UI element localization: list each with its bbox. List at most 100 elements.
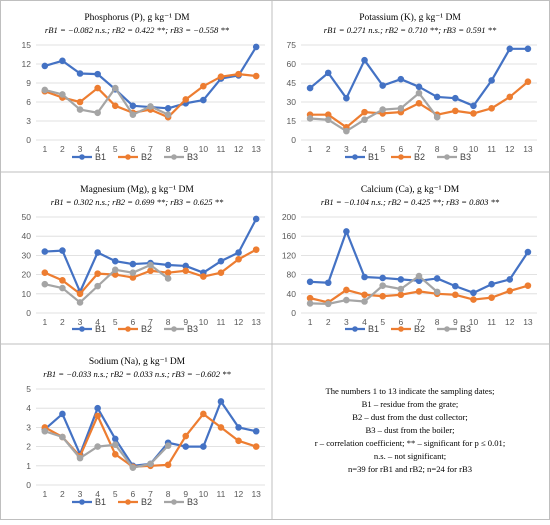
series-line-b1-potassium <box>309 47 528 107</box>
y-tick-label-potassium: 45 <box>287 78 297 88</box>
data-point-b1-calcium <box>433 275 441 282</box>
data-point-b1-calcium <box>379 274 386 282</box>
data-point-b2-sodium <box>200 410 207 418</box>
data-point-b2-calcium <box>306 294 314 302</box>
data-point-b1-calcium <box>397 276 405 283</box>
data-point-b2-magnesium <box>147 267 154 275</box>
x-tick-label-phosphorus: 3 <box>78 144 83 154</box>
data-point-b3-phosphorus <box>129 111 137 118</box>
data-point-b1-calcium <box>524 248 532 256</box>
correlation-potassium: rB1 = 0.271 n.s.; rB2 = 0.710 **; rB3 = … <box>324 25 497 35</box>
data-point-b1-potassium <box>524 45 532 53</box>
y-tick-label-sodium: 2 <box>26 442 31 452</box>
data-point-b1-sodium <box>111 435 119 443</box>
series-line-b1-phosphorus <box>44 46 258 110</box>
data-point-b1-phosphorus <box>59 57 66 65</box>
x-tick-label-sodium: 8 <box>166 489 171 499</box>
chart-title-potassium: Potassium (K), g kg⁻¹ DM <box>359 12 461 23</box>
x-tick-label-magnesium: 5 <box>113 317 118 327</box>
data-point-b3-phosphorus <box>147 103 154 110</box>
data-point-b3-magnesium <box>129 269 137 276</box>
note-sample-size: n=39 for rB1 and rB2; n=24 for rB3 <box>348 464 472 474</box>
data-point-b3-sodium <box>164 442 172 449</box>
data-point-b2-phosphorus <box>94 84 101 92</box>
x-tick-label-phosphorus: 12 <box>234 144 244 154</box>
data-point-b1-potassium <box>397 75 405 83</box>
x-tick-label-phosphorus: 13 <box>251 144 261 154</box>
y-tick-label-phosphorus: 3 <box>26 116 31 126</box>
data-point-b2-sodium <box>182 432 190 440</box>
data-point-b1-sodium <box>94 404 101 412</box>
data-point-b3-potassium <box>361 116 368 124</box>
data-point-b1-calcium <box>343 228 350 235</box>
data-point-b2-potassium <box>452 107 459 115</box>
data-point-b3-potassium <box>397 105 405 112</box>
legend-label-b2-magnesium: B2 <box>141 324 152 334</box>
x-tick-label-phosphorus: 1 <box>42 144 47 154</box>
data-point-b3-phosphorus <box>59 91 66 98</box>
x-tick-label-sodium: 13 <box>251 489 261 499</box>
note-b1: B1 – residue from the grate; <box>362 399 459 409</box>
data-point-b3-magnesium <box>94 282 101 290</box>
legend-label-b3-magnesium: B3 <box>187 324 198 334</box>
legend-label-b3-potassium: B3 <box>460 152 471 162</box>
data-point-b2-phosphorus <box>217 73 225 80</box>
data-point-b3-calcium <box>415 272 423 280</box>
note-correlation: r – correlation coefficient; ** – signif… <box>315 438 505 448</box>
data-point-b3-calcium <box>379 282 386 289</box>
x-tick-label-sodium: 4 <box>95 489 100 499</box>
data-point-b2-calcium <box>415 288 423 295</box>
series-line-b2-sodium <box>44 412 257 468</box>
x-tick-label-magnesium: 13 <box>251 317 261 327</box>
x-tick-label-sodium: 2 <box>60 489 65 499</box>
data-point-b1-sodium <box>59 410 66 418</box>
data-point-b1-sodium <box>182 443 190 450</box>
data-point-b2-sodium <box>94 412 101 420</box>
y-tick-label-sodium: 5 <box>26 384 31 394</box>
correlation-sodium: rB1 = −0.033 n.s.; rB2 = 0.033 n.s.; rB3… <box>43 369 231 379</box>
chart-title-phosphorus: Phosphorus (P), g kg⁻¹ DM <box>84 12 190 23</box>
data-point-b3-phosphorus <box>94 109 101 117</box>
data-point-b3-calcium <box>343 296 350 304</box>
x-tick-label-phosphorus: 11 <box>217 144 226 154</box>
legend-marker-b1-potassium <box>352 154 358 160</box>
legend-marker-b1-phosphorus <box>79 154 85 160</box>
data-point-b3-sodium <box>129 464 137 472</box>
data-point-b2-magnesium <box>164 269 172 276</box>
data-point-b3-magnesium <box>164 275 172 282</box>
x-tick-label-sodium: 9 <box>183 489 188 499</box>
x-tick-label-sodium: 6 <box>131 489 136 499</box>
data-point-b2-sodium <box>252 443 260 450</box>
x-tick-label-potassium: 8 <box>435 144 440 154</box>
y-tick-label-sodium: 0 <box>26 480 31 490</box>
y-tick-label-potassium: 60 <box>287 59 297 69</box>
data-point-b2-potassium <box>361 108 368 116</box>
data-point-b1-magnesium <box>111 257 119 265</box>
x-tick-label-sodium: 1 <box>42 489 47 499</box>
x-tick-label-magnesium: 4 <box>95 317 100 327</box>
data-point-b1-calcium <box>488 280 495 288</box>
note-sampling-dates: The numbers 1 to 13 indicate the samplin… <box>326 386 495 396</box>
data-point-b1-sodium <box>217 398 225 405</box>
chart-title-sodium: Sodium (Na), g kg⁻¹ DM <box>89 356 186 367</box>
y-tick-label-magnesium: 30 <box>22 250 32 260</box>
y-tick-label-magnesium: 0 <box>26 308 31 318</box>
data-point-b3-potassium <box>324 116 332 124</box>
data-point-b1-magnesium <box>129 260 137 268</box>
y-tick-label-phosphorus: 9 <box>26 78 31 88</box>
x-tick-label-calcium: 10 <box>469 317 479 327</box>
legend-label-b2-potassium: B2 <box>414 152 425 162</box>
correlation-calcium: rB1 = −0.104 n.s.; rB2 = 0.425 **; rB3 =… <box>321 197 500 207</box>
data-point-b2-magnesium <box>182 267 190 275</box>
data-point-b2-magnesium <box>76 290 84 298</box>
y-tick-label-sodium: 4 <box>26 403 31 413</box>
x-tick-label-calcium: 4 <box>362 317 367 327</box>
x-tick-label-phosphorus: 7 <box>148 144 153 154</box>
x-tick-label-phosphorus: 9 <box>183 144 188 154</box>
data-point-b2-sodium <box>235 437 242 445</box>
correlation-phosphorus: rB1 = −0.082 n.s.; rB2 = 0.422 **; rB3 =… <box>45 25 230 35</box>
legend-label-b3-calcium: B3 <box>460 324 471 334</box>
data-point-b3-sodium <box>41 427 49 435</box>
